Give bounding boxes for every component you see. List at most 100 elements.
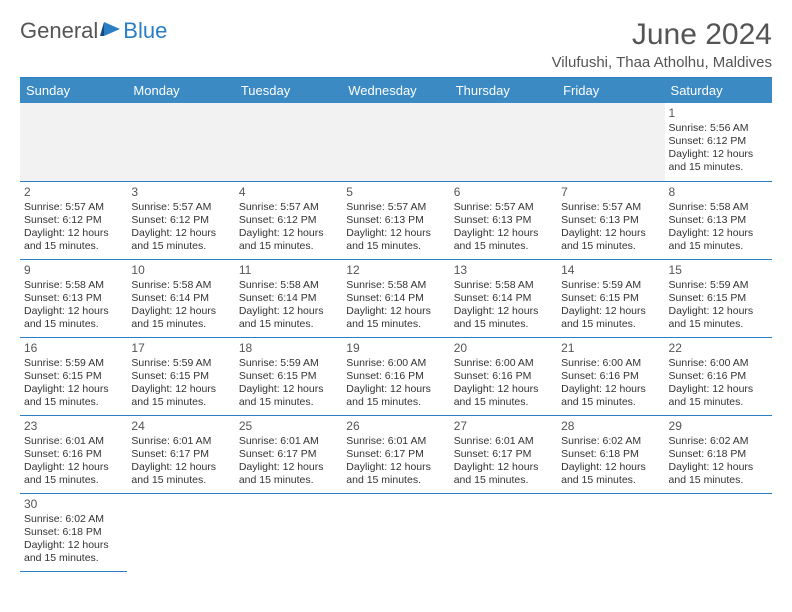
calendar-week-row: 30Sunrise: 6:02 AMSunset: 6:18 PMDayligh… [20,493,772,571]
location: Vilufushi, Thaa Atholhu, Maldives [552,54,772,71]
day-number: 25 [239,419,338,434]
title-block: June 2024 Vilufushi, Thaa Atholhu, Maldi… [552,18,772,71]
sunrise-line: Sunrise: 6:01 AM [131,435,230,448]
calendar-day-cell: 8Sunrise: 5:58 AMSunset: 6:13 PMDaylight… [665,181,772,259]
daylight-line: Daylight: 12 hours and 15 minutes. [24,305,123,331]
daylight-line: Daylight: 12 hours and 15 minutes. [669,305,768,331]
daylight-line: Daylight: 12 hours and 15 minutes. [669,383,768,409]
page-header: GeneralBlue June 2024 Vilufushi, Thaa At… [20,18,772,71]
sunrise-line: Sunrise: 6:01 AM [454,435,553,448]
sunset-line: Sunset: 6:13 PM [346,214,445,227]
day-number: 30 [24,497,123,512]
calendar-day-cell: 9Sunrise: 5:58 AMSunset: 6:13 PMDaylight… [20,259,127,337]
day-number: 26 [346,419,445,434]
sunrise-line: Sunrise: 6:00 AM [346,357,445,370]
day-number: 9 [24,263,123,278]
day-number: 1 [669,106,768,121]
sunrise-line: Sunrise: 6:00 AM [454,357,553,370]
calendar-day-cell: 16Sunrise: 5:59 AMSunset: 6:15 PMDayligh… [20,337,127,415]
day-number: 29 [669,419,768,434]
daylight-line: Daylight: 12 hours and 15 minutes. [239,461,338,487]
sunrise-line: Sunrise: 5:59 AM [239,357,338,370]
weekday-header: Saturday [665,78,772,104]
sunrise-line: Sunrise: 5:57 AM [131,201,230,214]
calendar-week-row: 1Sunrise: 5:56 AMSunset: 6:12 PMDaylight… [20,103,772,181]
logo-flag-icon [100,18,122,44]
calendar-empty-cell [665,493,772,571]
day-number: 19 [346,341,445,356]
sunset-line: Sunset: 6:13 PM [24,292,123,305]
day-number: 20 [454,341,553,356]
daylight-line: Daylight: 12 hours and 15 minutes. [669,227,768,253]
daylight-line: Daylight: 12 hours and 15 minutes. [346,461,445,487]
day-number: 28 [561,419,660,434]
daylight-line: Daylight: 12 hours and 15 minutes. [669,461,768,487]
sunset-line: Sunset: 6:15 PM [561,292,660,305]
calendar-day-cell: 4Sunrise: 5:57 AMSunset: 6:12 PMDaylight… [235,181,342,259]
calendar-day-cell: 29Sunrise: 6:02 AMSunset: 6:18 PMDayligh… [665,415,772,493]
calendar-week-row: 23Sunrise: 6:01 AMSunset: 6:16 PMDayligh… [20,415,772,493]
daylight-line: Daylight: 12 hours and 15 minutes. [346,305,445,331]
sunset-line: Sunset: 6:16 PM [24,448,123,461]
calendar-empty-cell [235,493,342,571]
sunset-line: Sunset: 6:15 PM [24,370,123,383]
calendar-day-cell: 3Sunrise: 5:57 AMSunset: 6:12 PMDaylight… [127,181,234,259]
sunset-line: Sunset: 6:16 PM [669,370,768,383]
calendar-day-cell: 25Sunrise: 6:01 AMSunset: 6:17 PMDayligh… [235,415,342,493]
calendar-day-cell: 24Sunrise: 6:01 AMSunset: 6:17 PMDayligh… [127,415,234,493]
sunrise-line: Sunrise: 6:01 AM [239,435,338,448]
sunrise-line: Sunrise: 6:02 AM [669,435,768,448]
sunset-line: Sunset: 6:18 PM [24,526,123,539]
day-number: 12 [346,263,445,278]
calendar-week-row: 9Sunrise: 5:58 AMSunset: 6:13 PMDaylight… [20,259,772,337]
sunset-line: Sunset: 6:14 PM [239,292,338,305]
calendar-day-cell: 19Sunrise: 6:00 AMSunset: 6:16 PMDayligh… [342,337,449,415]
sunrise-line: Sunrise: 5:59 AM [24,357,123,370]
day-number: 18 [239,341,338,356]
sunset-line: Sunset: 6:13 PM [454,214,553,227]
calendar-empty-cell [557,493,664,571]
sunset-line: Sunset: 6:13 PM [561,214,660,227]
sunset-line: Sunset: 6:12 PM [239,214,338,227]
calendar-week-row: 16Sunrise: 5:59 AMSunset: 6:15 PMDayligh… [20,337,772,415]
daylight-line: Daylight: 12 hours and 15 minutes. [561,461,660,487]
calendar-empty-cell [235,103,342,181]
sunrise-line: Sunrise: 5:56 AM [669,122,768,135]
month-title: June 2024 [552,18,772,52]
sunrise-line: Sunrise: 5:58 AM [131,279,230,292]
calendar-empty-cell [20,103,127,181]
sunset-line: Sunset: 6:15 PM [239,370,338,383]
sunset-line: Sunset: 6:15 PM [669,292,768,305]
sunset-line: Sunset: 6:17 PM [454,448,553,461]
sunrise-line: Sunrise: 5:59 AM [561,279,660,292]
sunrise-line: Sunrise: 6:01 AM [24,435,123,448]
sunrise-line: Sunrise: 6:00 AM [561,357,660,370]
sunset-line: Sunset: 6:12 PM [131,214,230,227]
sunrise-line: Sunrise: 6:00 AM [669,357,768,370]
sunset-line: Sunset: 6:14 PM [454,292,553,305]
calendar-table: SundayMondayTuesdayWednesdayThursdayFrid… [20,77,772,572]
sunset-line: Sunset: 6:13 PM [669,214,768,227]
day-number: 4 [239,185,338,200]
sunset-line: Sunset: 6:16 PM [561,370,660,383]
daylight-line: Daylight: 12 hours and 15 minutes. [346,227,445,253]
day-number: 13 [454,263,553,278]
logo-text-2: Blue [123,18,167,44]
sunrise-line: Sunrise: 5:57 AM [24,201,123,214]
calendar-day-cell: 27Sunrise: 6:01 AMSunset: 6:17 PMDayligh… [450,415,557,493]
sunrise-line: Sunrise: 6:02 AM [24,513,123,526]
weekday-header: Monday [127,78,234,104]
calendar-day-cell: 23Sunrise: 6:01 AMSunset: 6:16 PMDayligh… [20,415,127,493]
calendar-week-row: 2Sunrise: 5:57 AMSunset: 6:12 PMDaylight… [20,181,772,259]
daylight-line: Daylight: 12 hours and 15 minutes. [131,227,230,253]
day-number: 21 [561,341,660,356]
calendar-day-cell: 14Sunrise: 5:59 AMSunset: 6:15 PMDayligh… [557,259,664,337]
daylight-line: Daylight: 12 hours and 15 minutes. [454,383,553,409]
daylight-line: Daylight: 12 hours and 15 minutes. [454,227,553,253]
calendar-day-cell: 10Sunrise: 5:58 AMSunset: 6:14 PMDayligh… [127,259,234,337]
daylight-line: Daylight: 12 hours and 15 minutes. [454,461,553,487]
weekday-header: Tuesday [235,78,342,104]
calendar-day-cell: 17Sunrise: 5:59 AMSunset: 6:15 PMDayligh… [127,337,234,415]
calendar-day-cell: 11Sunrise: 5:58 AMSunset: 6:14 PMDayligh… [235,259,342,337]
sunrise-line: Sunrise: 5:58 AM [346,279,445,292]
